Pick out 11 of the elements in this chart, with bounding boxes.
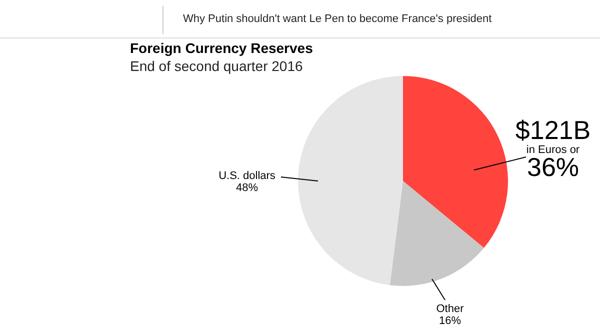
data-label: 16% — [438, 315, 462, 327]
pie-slice — [403, 76, 508, 248]
chart-subtitle: End of second quarter 2016 — [130, 58, 304, 74]
pie-slice — [298, 76, 403, 286]
pie-slice — [390, 181, 484, 286]
slice-label: U.S. dollars — [218, 170, 276, 182]
text: Why Putin shouldn't want Le Pen to become France's president — [183, 13, 492, 25]
slice-label: Other — [436, 303, 464, 315]
chart-title: Foreign Currency Reserves — [130, 40, 314, 56]
data-label: 48% — [236, 182, 258, 194]
text: $121B — [515, 115, 591, 145]
